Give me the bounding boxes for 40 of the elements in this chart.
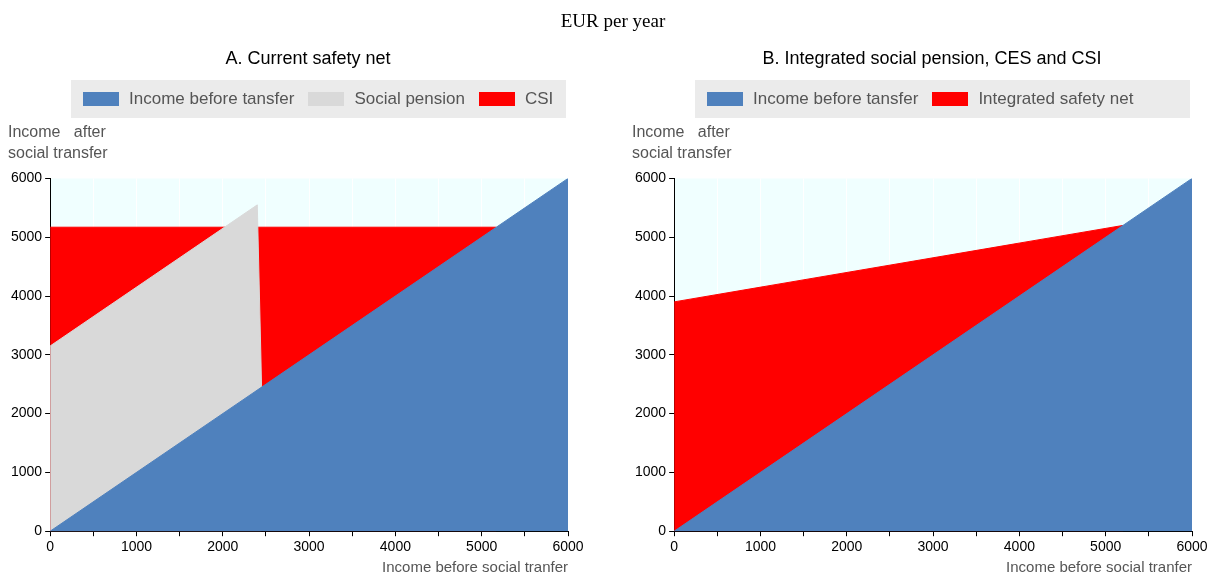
x-tick-label: 6000 [552, 538, 584, 555]
x-tick-label: 4000 [1003, 538, 1036, 555]
legend-label: Income before tansfer [129, 89, 295, 109]
y-axis-title: Income after social transfer [8, 122, 109, 163]
x-tick-label: 0 [46, 538, 55, 555]
x-tick-label: 1000 [744, 538, 777, 555]
x-tick-label: 6000 [1176, 538, 1208, 555]
x-tick-label: 2000 [207, 538, 239, 555]
x-tick-label: 3000 [917, 538, 949, 555]
y-tick-label: 0 [34, 522, 43, 539]
y-tick-label: 5000 [10, 228, 43, 245]
text: EUR per year [559, 10, 667, 32]
y-tick-label: 5000 [634, 228, 667, 245]
y-tick-label: 6000 [634, 169, 667, 186]
legend-label: Integrated safety net [978, 89, 1134, 109]
legend-label: Income before tansfer [753, 89, 919, 109]
x-axis-title: Income before social tranfer [1006, 558, 1192, 576]
y-tick-label: 1000 [634, 463, 667, 480]
legend-label: CSI [524, 89, 554, 109]
x-tick-label: 4000 [379, 538, 412, 555]
x-tick-label: 3000 [293, 538, 325, 555]
y-tick-label: 2000 [634, 404, 667, 421]
x-axis-title: Income before social tranfer [382, 558, 568, 576]
chart-title: B. Integrated social pension, CES and CSI [761, 48, 1103, 70]
y-tick-label: 3000 [10, 345, 43, 362]
y-axis-title: Income after social transfer [632, 122, 733, 163]
y-tick-label: 2000 [10, 404, 43, 421]
chart-title: A. Current safety net [224, 48, 392, 70]
y-tick-label: 4000 [634, 286, 667, 303]
y-tick-label: 0 [658, 522, 667, 539]
x-tick-label: 5000 [466, 538, 498, 555]
legend-label: Social pension [354, 89, 465, 109]
x-tick-label: 2000 [831, 538, 863, 555]
x-tick-label: 0 [670, 538, 679, 555]
x-tick-label: 5000 [1090, 538, 1122, 555]
y-tick-label: 4000 [10, 286, 43, 303]
y-tick-label: 6000 [10, 169, 43, 186]
y-tick-label: 3000 [634, 345, 667, 362]
x-tick-label: 1000 [120, 538, 153, 555]
y-tick-label: 1000 [10, 463, 43, 480]
